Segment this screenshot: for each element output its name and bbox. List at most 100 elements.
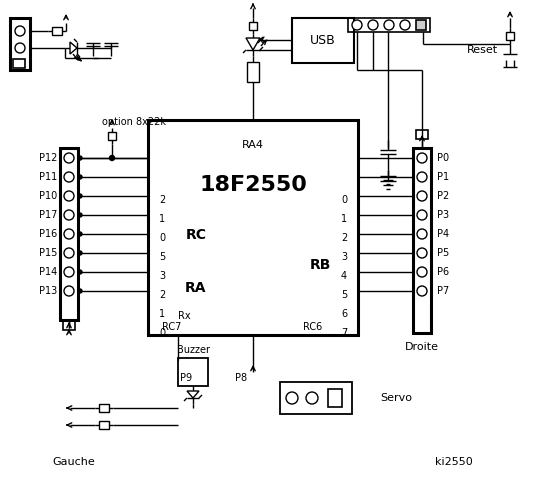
Text: P4: P4	[437, 229, 449, 239]
Text: RC6: RC6	[303, 322, 322, 332]
Text: Reset: Reset	[467, 45, 498, 55]
Bar	[280, 382, 352, 414]
Text: 5: 5	[341, 290, 347, 300]
Text: 0: 0	[341, 195, 347, 205]
Text: Servo: Servo	[380, 393, 412, 403]
Bar	[416, 130, 428, 139]
Bar	[416, 20, 426, 30]
Text: RA4: RA4	[242, 140, 264, 150]
Text: P12: P12	[39, 153, 57, 163]
Text: P11: P11	[39, 172, 57, 182]
Text: RC7: RC7	[162, 322, 181, 332]
Bar	[249, 22, 257, 30]
Text: 3: 3	[159, 271, 165, 281]
Text: 1: 1	[159, 214, 165, 224]
Circle shape	[417, 286, 427, 296]
Circle shape	[417, 229, 427, 239]
Circle shape	[64, 229, 74, 239]
Bar	[328, 389, 342, 407]
Bar	[292, 18, 354, 63]
Text: P13: P13	[39, 286, 57, 296]
Text: P6: P6	[437, 267, 449, 277]
Circle shape	[417, 191, 427, 201]
Text: 2: 2	[341, 233, 347, 243]
Text: 18F2550: 18F2550	[199, 175, 307, 195]
Circle shape	[15, 26, 25, 36]
Text: P9: P9	[180, 373, 192, 383]
Bar	[60, 148, 78, 320]
Circle shape	[306, 392, 318, 404]
Text: RC: RC	[185, 228, 206, 242]
Circle shape	[64, 210, 74, 220]
Circle shape	[417, 210, 427, 220]
Text: 6: 6	[341, 309, 347, 319]
Circle shape	[64, 153, 74, 163]
Text: P14: P14	[39, 267, 57, 277]
Bar	[99, 404, 109, 412]
Circle shape	[78, 175, 82, 179]
Text: P7: P7	[437, 286, 449, 296]
Circle shape	[64, 286, 74, 296]
Text: P17: P17	[39, 210, 57, 220]
Bar	[178, 358, 208, 386]
Circle shape	[400, 20, 410, 30]
Text: RB: RB	[309, 258, 331, 272]
Circle shape	[64, 172, 74, 182]
Text: Gauche: Gauche	[53, 457, 95, 467]
Circle shape	[417, 153, 427, 163]
Bar	[63, 321, 75, 330]
Circle shape	[78, 194, 82, 198]
Text: ki2550: ki2550	[435, 457, 473, 467]
Bar	[108, 132, 116, 140]
Circle shape	[64, 267, 74, 277]
Text: option 8x22k: option 8x22k	[102, 117, 166, 127]
Text: 2: 2	[159, 195, 165, 205]
Circle shape	[368, 20, 378, 30]
Text: 1: 1	[341, 214, 347, 224]
Text: 5: 5	[159, 252, 165, 262]
Bar	[13, 59, 25, 68]
Text: P2: P2	[437, 191, 449, 201]
Circle shape	[15, 43, 25, 53]
Bar	[10, 18, 30, 70]
Text: 2: 2	[159, 290, 165, 300]
Polygon shape	[246, 38, 260, 50]
Text: RA: RA	[185, 281, 207, 295]
Polygon shape	[70, 42, 77, 54]
Text: P15: P15	[39, 248, 57, 258]
Text: 4: 4	[341, 271, 347, 281]
Circle shape	[78, 289, 82, 293]
Text: P1: P1	[437, 172, 449, 182]
Text: P5: P5	[437, 248, 449, 258]
Circle shape	[78, 156, 82, 160]
Bar	[247, 62, 259, 82]
Bar	[348, 18, 430, 32]
Bar	[413, 148, 431, 333]
Text: Buzzer: Buzzer	[176, 345, 210, 355]
Bar	[148, 120, 358, 335]
Text: P16: P16	[39, 229, 57, 239]
Text: 7: 7	[341, 328, 347, 338]
Text: Rx: Rx	[178, 311, 191, 321]
Text: P8: P8	[235, 373, 247, 383]
Circle shape	[417, 248, 427, 258]
Polygon shape	[187, 391, 199, 398]
Circle shape	[78, 232, 82, 236]
Circle shape	[64, 191, 74, 201]
Text: 3: 3	[341, 252, 347, 262]
Circle shape	[286, 392, 298, 404]
Text: P3: P3	[437, 210, 449, 220]
Circle shape	[109, 156, 114, 160]
Circle shape	[352, 20, 362, 30]
Text: P10: P10	[39, 191, 57, 201]
Bar	[506, 32, 514, 40]
Bar	[99, 421, 109, 429]
Text: Droite: Droite	[405, 342, 439, 352]
Circle shape	[78, 213, 82, 217]
Text: 0: 0	[159, 233, 165, 243]
Text: USB: USB	[310, 34, 336, 47]
Circle shape	[78, 251, 82, 255]
Circle shape	[78, 270, 82, 274]
Text: P0: P0	[437, 153, 449, 163]
Circle shape	[417, 267, 427, 277]
